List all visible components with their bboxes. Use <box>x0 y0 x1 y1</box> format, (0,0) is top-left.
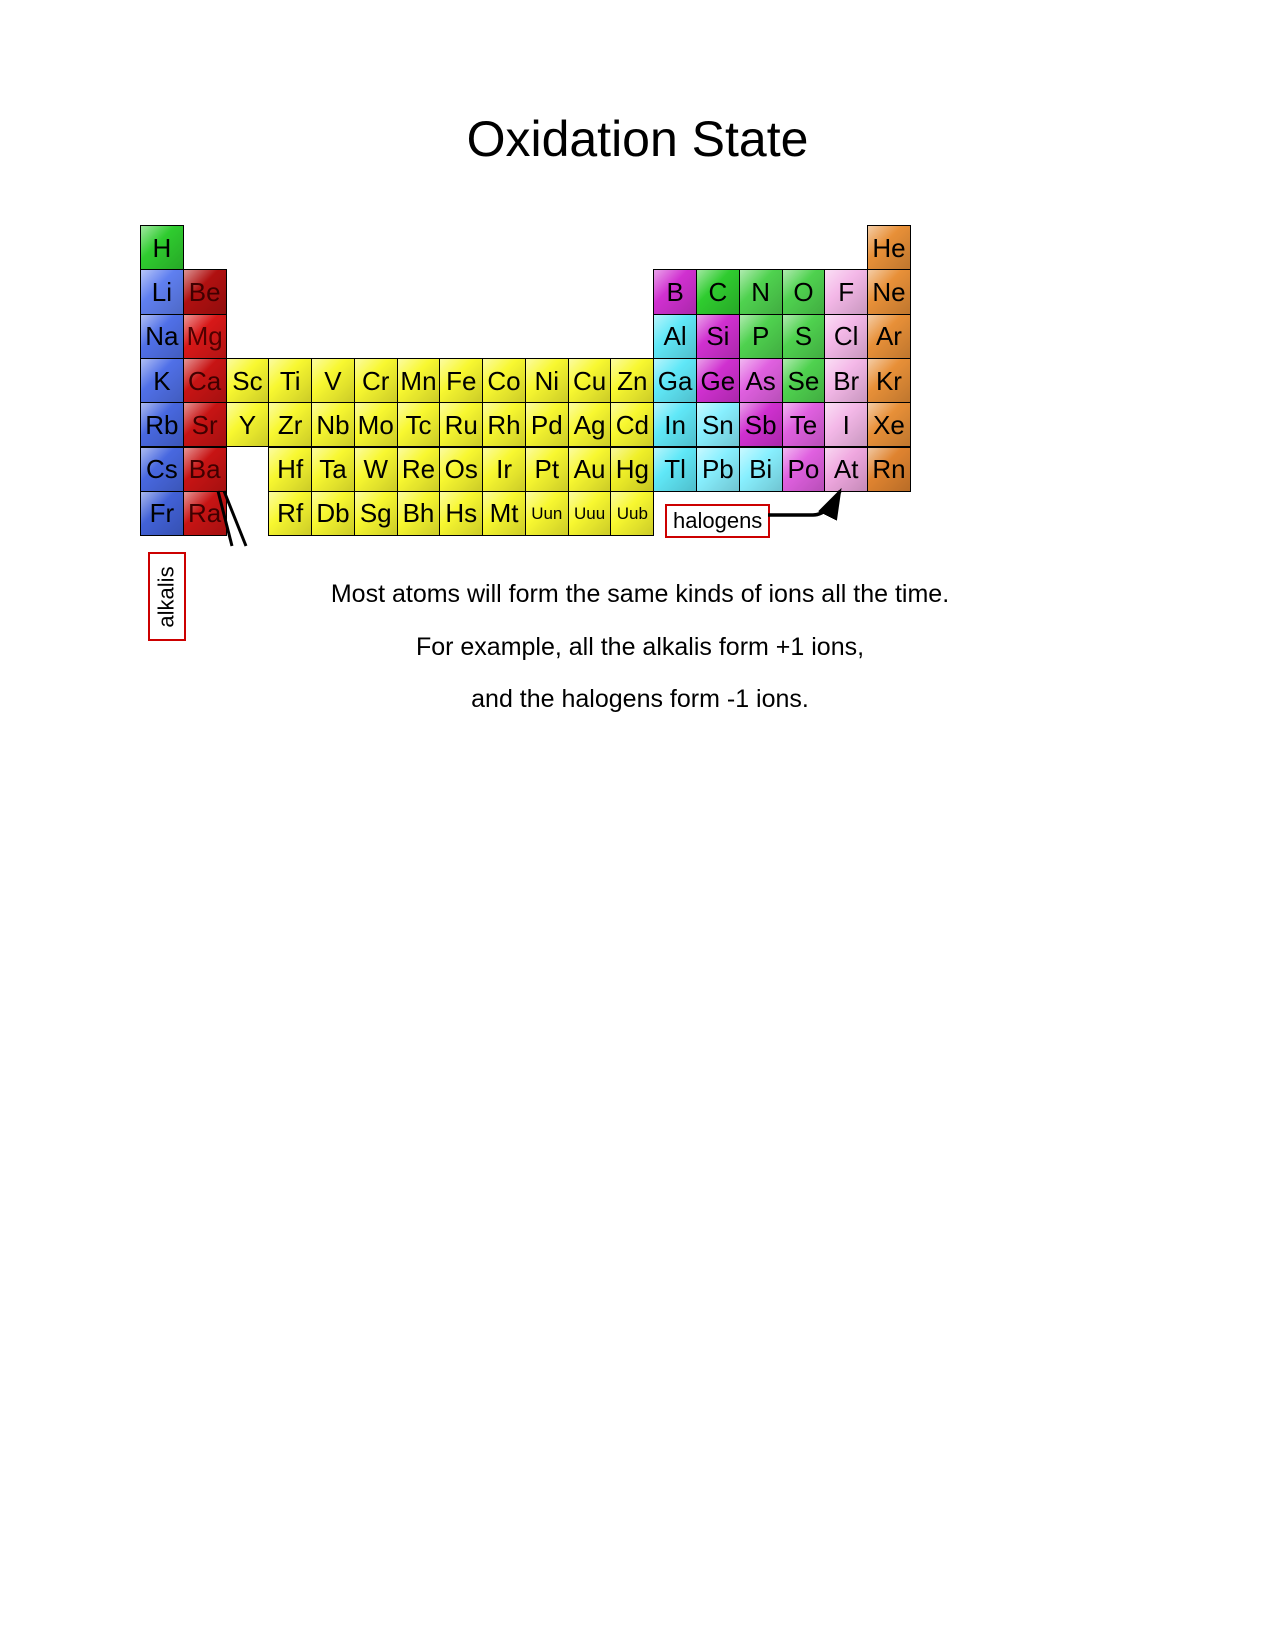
element-Ru: Ru <box>439 402 483 447</box>
element-C: C <box>696 269 740 314</box>
element-W: W <box>354 447 398 492</box>
element-Zn: Zn <box>610 358 654 403</box>
element-Li: Li <box>140 269 184 314</box>
element-Rh: Rh <box>482 402 526 447</box>
element-Br: Br <box>824 358 868 403</box>
element-Ge: Ge <box>696 358 740 403</box>
element-Sr: Sr <box>183 402 227 447</box>
element-Cd: Cd <box>610 402 654 447</box>
element-Cl: Cl <box>824 314 868 359</box>
element-Re: Re <box>397 447 441 492</box>
element-Ag: Ag <box>568 402 612 447</box>
element-Au: Au <box>568 447 612 492</box>
element-In: In <box>653 402 697 447</box>
element-Fr: Fr <box>140 491 184 536</box>
element-Ne: Ne <box>867 269 911 314</box>
element-As: As <box>739 358 783 403</box>
element-Ga: Ga <box>653 358 697 403</box>
element-Bh: Bh <box>397 491 441 536</box>
element-Tc: Tc <box>397 402 441 447</box>
element-Ti: Ti <box>268 358 312 403</box>
element-Be: Be <box>183 269 227 314</box>
element-Cu: Cu <box>568 358 612 403</box>
element-Pd: Pd <box>525 402 569 447</box>
element-Rn: Rn <box>867 447 911 492</box>
element-Hg: Hg <box>610 447 654 492</box>
element-I: I <box>824 402 868 447</box>
element-Pb: Pb <box>696 447 740 492</box>
element-P: P <box>739 314 783 359</box>
element-Co: Co <box>482 358 526 403</box>
element-Os: Os <box>439 447 483 492</box>
element-Db: Db <box>311 491 355 536</box>
element-Uub: Uub <box>610 491 654 536</box>
element-Xe: Xe <box>867 402 911 447</box>
element-Ar: Ar <box>867 314 911 359</box>
element-Si: Si <box>696 314 740 359</box>
element-Sg: Sg <box>354 491 398 536</box>
element-Rb: Rb <box>140 402 184 447</box>
element-K: K <box>140 358 184 403</box>
element-Mn: Mn <box>397 358 441 403</box>
body-line-3: and the halogens form -1 ions. <box>230 673 1050 726</box>
element-V: V <box>311 358 355 403</box>
element-He: He <box>867 225 911 270</box>
element-Te: Te <box>782 402 826 447</box>
element-Na: Na <box>140 314 184 359</box>
element-N: N <box>739 269 783 314</box>
slash-marks-icon <box>218 491 258 549</box>
halogens-label-box: halogens <box>665 504 770 538</box>
body-line-2: For example, all the alkalis form +1 ion… <box>230 621 1050 674</box>
element-Tl: Tl <box>653 447 697 492</box>
element-H: H <box>140 225 184 270</box>
element-Pt: Pt <box>525 447 569 492</box>
halogens-arrow-icon <box>768 485 858 535</box>
element-Rf: Rf <box>268 491 312 536</box>
element-Mo: Mo <box>354 402 398 447</box>
element-Cr: Cr <box>354 358 398 403</box>
element-Mt: Mt <box>482 491 526 536</box>
element-Sb: Sb <box>739 402 783 447</box>
body-text: Most atoms will form the same kinds of i… <box>230 568 1050 726</box>
page: Oxidation State HHeLiBeBCNOFNeNaMgAlSiPS… <box>0 0 1275 1651</box>
element-Cs: Cs <box>140 447 184 492</box>
element-Al: Al <box>653 314 697 359</box>
element-Se: Se <box>782 358 826 403</box>
element-Uuu: Uuu <box>568 491 612 536</box>
element-Ta: Ta <box>311 447 355 492</box>
element-S: S <box>782 314 826 359</box>
alkalis-label: alkalis <box>154 566 180 627</box>
element-Ni: Ni <box>525 358 569 403</box>
alkalis-label-box: alkalis <box>148 552 186 641</box>
element-O: O <box>782 269 826 314</box>
element-Hs: Hs <box>439 491 483 536</box>
element-Kr: Kr <box>867 358 911 403</box>
element-Sc: Sc <box>226 358 270 403</box>
element-Mg: Mg <box>183 314 227 359</box>
element-Ca: Ca <box>183 358 227 403</box>
body-line-1: Most atoms will form the same kinds of i… <box>230 568 1050 621</box>
element-B: B <box>653 269 697 314</box>
element-Sn: Sn <box>696 402 740 447</box>
element-F: F <box>824 269 868 314</box>
element-Fe: Fe <box>439 358 483 403</box>
element-Zr: Zr <box>268 402 312 447</box>
element-Ba: Ba <box>183 447 227 492</box>
element-Uun: Uun <box>525 491 569 536</box>
element-Hf: Hf <box>268 447 312 492</box>
halogens-label: halogens <box>673 508 762 533</box>
element-Y: Y <box>226 402 270 447</box>
element-Ir: Ir <box>482 447 526 492</box>
page-title: Oxidation State <box>0 110 1275 168</box>
element-Nb: Nb <box>311 402 355 447</box>
